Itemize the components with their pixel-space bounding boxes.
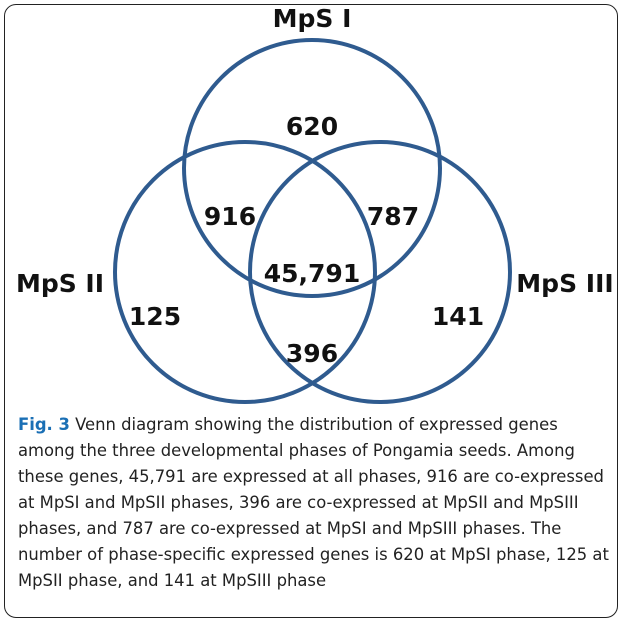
set-label: MpS I xyxy=(273,4,352,33)
venn-diagram: MpS I MpS II MpS III 620 916 787 45,791 … xyxy=(16,4,614,404)
region-count: 396 xyxy=(286,339,338,368)
set-circle xyxy=(248,140,512,404)
region-count: 141 xyxy=(432,302,484,331)
region-count: 125 xyxy=(129,302,181,331)
caption-text: Venn diagram showing the distribution of… xyxy=(18,415,609,590)
region-count: 787 xyxy=(367,202,419,231)
caption-label: Fig. 3 xyxy=(18,415,70,434)
set-circle xyxy=(182,38,442,298)
set-label: MpS II xyxy=(16,269,104,298)
set-circle xyxy=(113,140,377,404)
region-count: 916 xyxy=(204,202,256,231)
figure-caption: Fig. 3 Venn diagram showing the distribu… xyxy=(18,412,610,594)
figure-frame xyxy=(4,4,618,618)
region-count: 45,791 xyxy=(264,259,360,288)
region-count: 620 xyxy=(286,112,338,141)
set-label: MpS III xyxy=(516,269,613,298)
